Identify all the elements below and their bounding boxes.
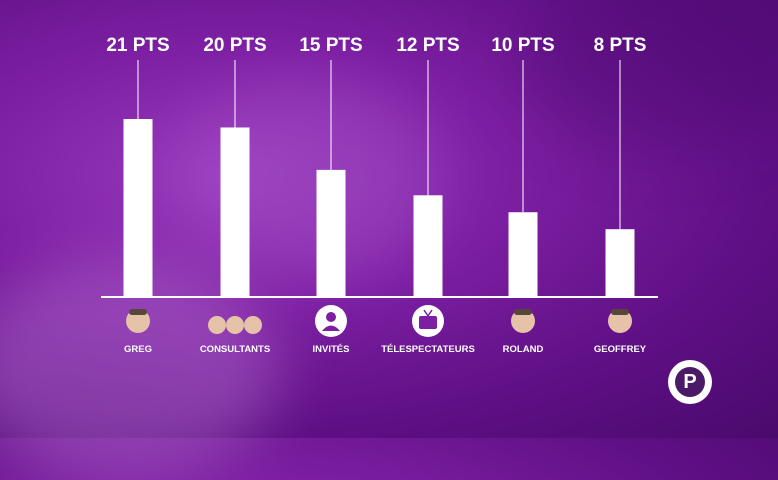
face-icon-hair [129, 309, 147, 315]
bar-chart: 21 PTS GREG 20 PTS CONSULTANTS 15 PTS INVITÉS… [106, 35, 647, 355]
category-label: INVITÉS [313, 344, 350, 355]
tv-icon-antenna [427, 309, 433, 317]
bar [508, 212, 538, 297]
value-label: 20 PTS [203, 35, 266, 56]
category-label: CONSULTANTS [200, 344, 270, 355]
category-label: GEOFFREY [594, 344, 647, 355]
face-icon [226, 316, 244, 334]
category-label: ROLAND [503, 344, 544, 355]
tv-icon-screen [419, 316, 437, 329]
bar [605, 229, 635, 297]
face-icon-hair [514, 309, 532, 315]
face-icon [244, 316, 262, 334]
bar [123, 119, 153, 297]
value-label: 8 PTS [594, 35, 647, 56]
show-logo: P [668, 360, 712, 404]
value-label: 12 PTS [396, 35, 459, 56]
smoke-texture [520, 0, 778, 150]
bar [413, 195, 443, 297]
person-icon-body [322, 325, 340, 331]
tv-icon-antenna [423, 309, 429, 317]
logo-letter: P [675, 367, 705, 397]
category-label: GREG [124, 344, 152, 355]
person-icon-head [326, 312, 336, 322]
bar [316, 169, 346, 297]
face-icon-hair [611, 309, 629, 315]
bar [220, 127, 250, 297]
value-label: 21 PTS [106, 35, 169, 56]
face-icon [208, 316, 226, 334]
category-label: TÉLESPECTATEURS [381, 344, 475, 355]
value-label: 10 PTS [491, 35, 554, 56]
value-label: 15 PTS [299, 35, 362, 56]
